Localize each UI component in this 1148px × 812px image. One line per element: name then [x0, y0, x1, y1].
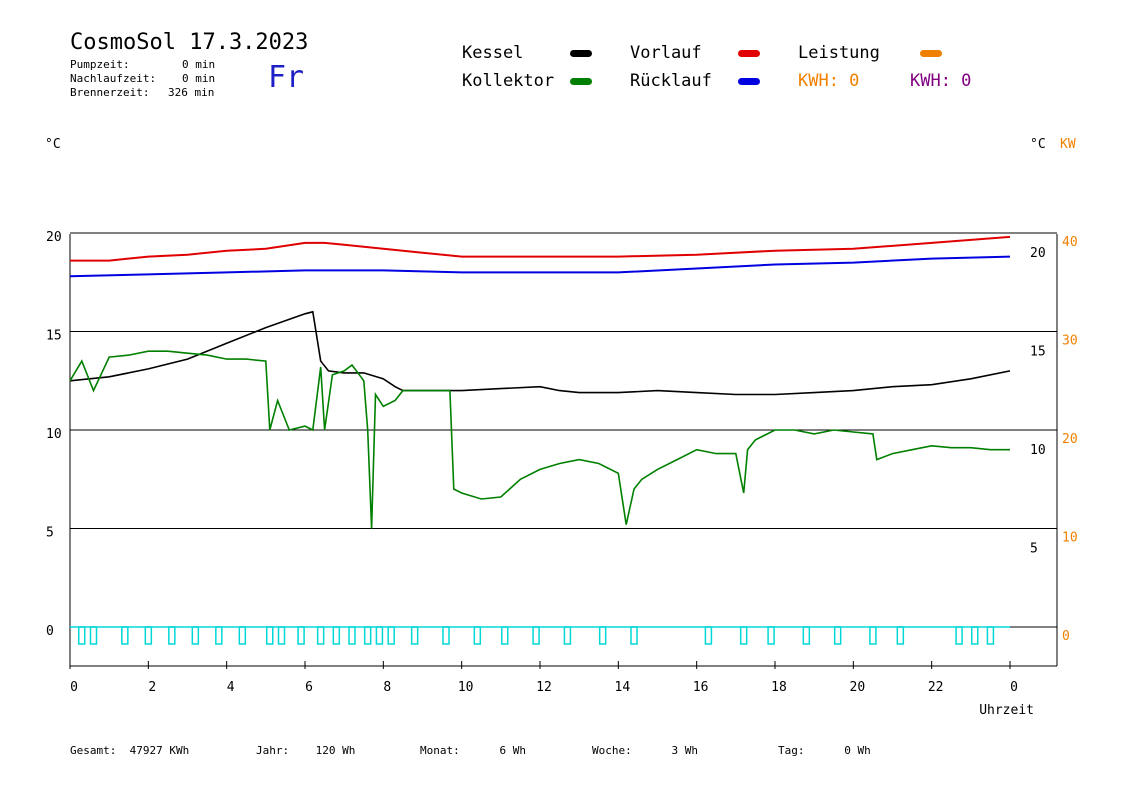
pump-pulse: [297, 626, 305, 645]
pump-pulse: [802, 626, 811, 645]
pump-pulse: [121, 626, 129, 645]
weekday-label: Fr: [268, 60, 305, 95]
stat-value-nachlaufzeit: 0 min: [182, 72, 216, 85]
x-tick-label: 4: [227, 680, 235, 695]
right-kw-tick-label: 10: [1062, 531, 1078, 546]
footer-gesamt: Gesamt: 47927 KWh: [70, 744, 190, 757]
pump-pulse: [473, 626, 482, 645]
pump-pulse: [598, 626, 607, 645]
stat-value-pumpzeit: 0 min: [182, 58, 216, 71]
pump-pulse: [869, 626, 877, 645]
legend-swatch-leistung: [920, 50, 942, 57]
left-tick-label: 0: [46, 624, 54, 639]
pump-pulse: [442, 626, 450, 645]
left-tick-label: 5: [46, 526, 54, 541]
pump-pulse: [410, 626, 419, 645]
x-tick-label: 2: [148, 680, 156, 695]
x-tick-label: 0: [70, 680, 78, 695]
right-kw-tick-label: 40: [1062, 235, 1078, 250]
x-tick-label: 8: [383, 680, 391, 695]
pump-pulse: [387, 626, 395, 645]
pump-pulse: [896, 626, 905, 645]
right-kw-tick-label: 20: [1062, 432, 1078, 447]
footer-monat: Monat: 6 Wh: [420, 744, 526, 757]
left-tick-label: 15: [46, 329, 62, 344]
right-axis-unit-celsius: °C: [1030, 137, 1046, 152]
pump-pulse: [767, 626, 775, 645]
pump-pulse: [971, 626, 979, 645]
x-tick-label: 6: [305, 680, 313, 695]
kwh-orange-label: KWH: 0: [798, 71, 860, 91]
x-tick-label: 16: [693, 680, 709, 695]
pump-pulse: [168, 626, 176, 645]
x-tick-label: 14: [615, 680, 631, 695]
legend-label-kessel: Kessel: [462, 43, 524, 63]
right-celsius-tick-label: 5: [1030, 542, 1038, 557]
x-tick-label: 20: [850, 680, 866, 695]
legend-swatch-vorlauf: [738, 50, 760, 57]
x-tick-label: 22: [928, 680, 944, 695]
pump-pulse: [501, 626, 509, 645]
pump-pulse: [215, 626, 223, 645]
legend-label-leistung: Leistung: [798, 43, 880, 63]
left-tick-label: 10: [46, 427, 62, 442]
left-axis-unit: °C: [45, 137, 61, 152]
right-kw-tick-label: 30: [1062, 334, 1078, 349]
right-celsius-tick-label: 20: [1030, 246, 1046, 261]
legend-swatch-kessel: [570, 50, 592, 57]
legend-label-vorlauf: Vorlauf: [630, 43, 702, 63]
page-title: CosmoSol 17.3.2023: [70, 30, 309, 55]
pump-pulse: [833, 626, 842, 645]
stat-label-nachlaufzeit: Nachlaufzeit:: [70, 72, 157, 85]
legend-label-ruecklauf: Rücklauf: [630, 71, 712, 91]
pump-pulse: [316, 626, 325, 645]
pump-pulse: [532, 626, 540, 645]
right-celsius-tick-label: 15: [1030, 345, 1046, 360]
right-kw-tick-label: 0: [1062, 629, 1070, 644]
x-tick-label: 12: [536, 680, 552, 695]
pump-pulse: [986, 626, 995, 645]
legend-swatch-kollektor: [570, 78, 592, 85]
pump-pulse: [375, 626, 384, 645]
pump-pulse: [332, 626, 341, 645]
stat-label-brennerzeit: Brennerzeit:: [70, 86, 150, 99]
x-tick-label: 0: [1010, 680, 1018, 695]
pump-pulse: [563, 626, 572, 645]
left-tick-label: 20: [46, 230, 62, 245]
series-line-kollektor: [69, 350, 1010, 529]
series-line-ruecklauf: [69, 255, 1011, 278]
pump-pulse: [739, 626, 748, 645]
right-celsius-tick-label: 10: [1030, 443, 1046, 458]
pump-pulse: [89, 626, 98, 645]
pump-pulse: [630, 626, 638, 645]
stat-label-pumpzeit: Pumpzeit:: [70, 58, 130, 71]
pump-pulse: [266, 626, 274, 645]
pump-pulse: [704, 626, 713, 645]
footer-jahr: Jahr: 120 Wh: [256, 744, 356, 757]
kwh-purple-label: KWH: 0: [910, 71, 972, 91]
pump-pulse: [191, 626, 200, 645]
series-line-kessel: [69, 310, 1011, 396]
footer-woche: Woche: 3 Wh: [592, 744, 698, 757]
pump-pulse: [277, 626, 286, 645]
pump-pulse: [78, 626, 86, 645]
legend-label-kollektor: Kollektor: [462, 71, 555, 91]
series-line-vorlauf: [70, 235, 1011, 262]
pump-pulse: [144, 626, 153, 645]
footer-tag: Tag: 0 Wh: [778, 744, 871, 757]
x-tick-label: 10: [458, 680, 474, 695]
pump-pulse: [363, 626, 372, 645]
right-axis-unit-kw: KW: [1060, 137, 1076, 152]
legend-swatch-ruecklauf: [738, 78, 760, 85]
pump-pulse: [348, 626, 356, 645]
pump-pulse: [238, 626, 247, 645]
x-tick-label: 18: [771, 680, 787, 695]
pump-pulse: [955, 626, 963, 645]
stat-value-brennerzeit: 326 min: [168, 86, 215, 99]
x-axis-label: Uhrzeit: [979, 703, 1034, 718]
